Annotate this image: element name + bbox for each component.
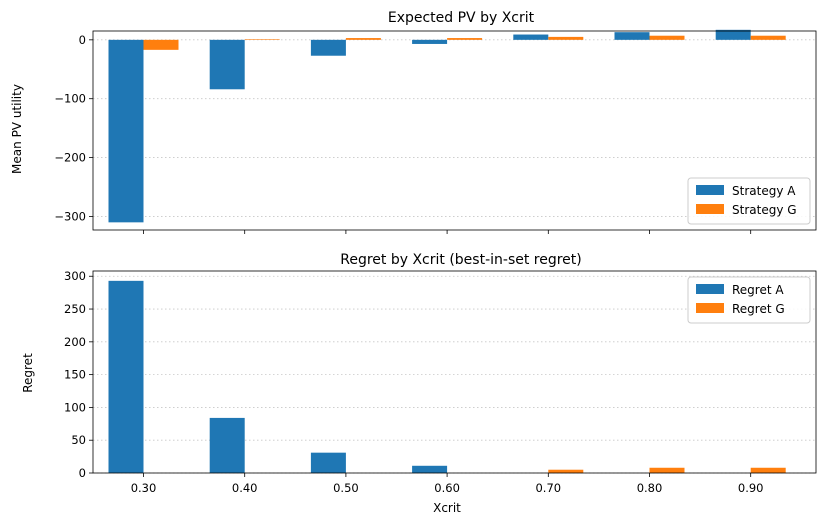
bar-strategy-a	[715, 29, 751, 40]
bar-strategy-g	[143, 39, 179, 50]
y-tick-label: −300	[54, 209, 86, 223]
bars	[108, 29, 786, 223]
bar-strategy-a	[209, 39, 245, 90]
y-tick-label: 250	[64, 302, 86, 316]
legend-swatch	[696, 185, 724, 195]
y-tick-label: 200	[64, 335, 86, 349]
y-tick-label: 300	[64, 269, 86, 283]
y-axis-ticks: 0 −100 −200 −300	[54, 33, 93, 223]
bar-strategy-g	[447, 38, 483, 40]
panel-expected-pv: Expected PV by Xcrit Mean PV utility 0 −1…	[10, 10, 817, 234]
bar-regret-g	[649, 467, 685, 473]
bars	[108, 280, 786, 473]
x-tick-label: 0.30	[131, 481, 157, 495]
bar-regret-a	[108, 280, 144, 473]
legend-label: Regret G	[732, 302, 785, 316]
x-tick-label: 0.80	[637, 481, 663, 495]
bar-strategy-g	[548, 36, 584, 40]
legend-label: Strategy A	[732, 184, 796, 198]
x-axis-label: Xcrit	[433, 501, 461, 515]
bar-regret-a	[209, 417, 245, 473]
bar-strategy-g	[345, 38, 381, 40]
bar-strategy-g	[244, 39, 280, 40]
y-axis-label: Mean PV utility	[10, 84, 24, 174]
legend-label: Regret A	[732, 283, 784, 297]
x-tick-label: 0.90	[738, 481, 764, 495]
bar-strategy-a	[108, 39, 144, 223]
bar-regret-a	[310, 452, 346, 473]
chart-title: Expected PV by Xcrit	[388, 10, 535, 26]
bar-strategy-a	[513, 34, 549, 40]
legend-swatch	[696, 204, 724, 214]
x-tick-label: 0.40	[232, 481, 258, 495]
legend: Regret A Regret G	[687, 276, 811, 324]
bar-regret-g	[750, 467, 786, 473]
legend-swatch	[696, 284, 724, 294]
bar-regret-g	[548, 469, 584, 473]
y-tick-label: 150	[64, 368, 86, 382]
legend-swatch	[696, 303, 724, 313]
y-tick-label: 50	[71, 433, 86, 447]
plot-frame	[92, 30, 817, 231]
x-tick-label: 0.60	[434, 481, 460, 495]
y-tick-label: −200	[54, 151, 86, 165]
bar-strategy-a	[412, 39, 448, 44]
panel-regret: Regret by Xcrit (best-in-set regret) Reg…	[21, 252, 817, 515]
plot-frame	[92, 270, 817, 474]
y-tick-label: −100	[54, 92, 86, 106]
x-axis-ticks	[143, 230, 752, 234]
bar-regret-a	[412, 465, 448, 473]
x-tick-label: 0.50	[333, 481, 359, 495]
y-axis-label: Regret	[21, 353, 35, 393]
y-tick-label: 0	[79, 466, 86, 480]
bar-strategy-a	[614, 32, 650, 40]
bar-strategy-a	[310, 39, 346, 56]
bar-strategy-g	[750, 35, 786, 40]
legend-label: Strategy G	[732, 203, 797, 217]
bar-strategy-g	[649, 35, 685, 40]
legend: Strategy A Strategy G	[687, 177, 811, 225]
x-axis-ticks: 0.30 0.40 0.50 0.60 0.70 0.80 0.90	[131, 473, 764, 495]
y-tick-label: 0	[79, 33, 86, 47]
x-tick-label: 0.70	[535, 481, 561, 495]
y-axis-ticks: 0 50 100 150 200 250 300	[64, 269, 93, 480]
y-tick-label: 100	[64, 400, 86, 414]
chart-title: Regret by Xcrit (best-in-set regret)	[340, 252, 582, 268]
